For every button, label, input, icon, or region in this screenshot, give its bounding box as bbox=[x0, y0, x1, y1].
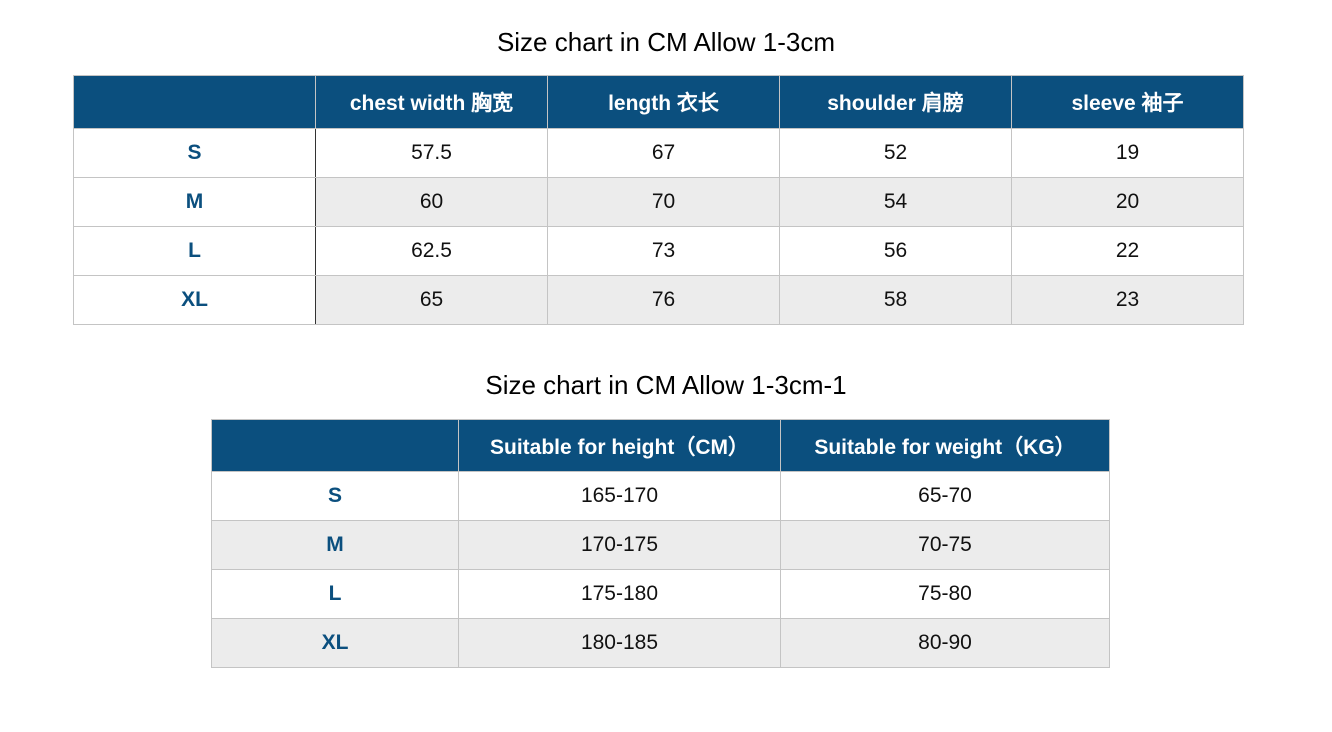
column-header: sleeve 袖子 bbox=[1011, 75, 1244, 129]
size-label: M bbox=[211, 520, 459, 570]
fit-chart-table: Suitable for height（CM） Suitable for weig… bbox=[211, 419, 1110, 668]
size-label: XL bbox=[211, 618, 459, 668]
column-header: shoulder 肩膀 bbox=[779, 75, 1012, 129]
column-header: length 衣长 bbox=[547, 75, 780, 129]
table-row: M 170-175 70-75 bbox=[211, 520, 1110, 570]
table-cell: 67 bbox=[547, 128, 780, 178]
table-cell: 70 bbox=[547, 177, 780, 227]
table-cell: 175-180 bbox=[458, 569, 781, 619]
table-cell: 65-70 bbox=[780, 471, 1110, 521]
table2-title: Size chart in CM Allow 1-3cm-1 bbox=[485, 370, 847, 400]
column-header: Suitable for height（CM） bbox=[458, 419, 781, 472]
table-cell: 80-90 bbox=[780, 618, 1110, 668]
table-cell: 58 bbox=[779, 275, 1012, 325]
table-cell: 165-170 bbox=[458, 471, 781, 521]
size-label: L bbox=[211, 569, 459, 619]
table-cell: 180-185 bbox=[458, 618, 781, 668]
size-label: M bbox=[73, 177, 316, 227]
column-header: Suitable for weight（KG） bbox=[780, 419, 1110, 472]
table-row: XL 180-185 80-90 bbox=[211, 618, 1110, 668]
table-cell: 62.5 bbox=[315, 226, 548, 276]
column-header bbox=[211, 419, 459, 472]
size-chart-table: chest width 胸宽 length 衣长 shoulder 肩膀 sleeve… bbox=[73, 75, 1244, 325]
size-label: S bbox=[211, 471, 459, 521]
table-cell: 70-75 bbox=[780, 520, 1110, 570]
table-cell: 20 bbox=[1011, 177, 1244, 227]
table-cell: 76 bbox=[547, 275, 780, 325]
table-cell: 170-175 bbox=[458, 520, 781, 570]
table-row: L 175-180 75-80 bbox=[211, 569, 1110, 619]
table-row: S 57.5 67 52 19 bbox=[73, 128, 1244, 178]
table-cell: 60 bbox=[315, 177, 548, 227]
table-row: M 60 70 54 20 bbox=[73, 177, 1244, 227]
table-row: XL 65 76 58 23 bbox=[73, 275, 1244, 325]
table-cell: 23 bbox=[1011, 275, 1244, 325]
table-cell: 56 bbox=[779, 226, 1012, 276]
table-cell: 54 bbox=[779, 177, 1012, 227]
column-header bbox=[73, 75, 316, 129]
table-row: L 62.5 73 56 22 bbox=[73, 226, 1244, 276]
table-cell: 57.5 bbox=[315, 128, 548, 178]
table-cell: 75-80 bbox=[780, 569, 1110, 619]
table-row: S 165-170 65-70 bbox=[211, 471, 1110, 521]
column-header: chest width 胸宽 bbox=[315, 75, 548, 129]
size-label: XL bbox=[73, 275, 316, 325]
size-label: S bbox=[73, 128, 316, 178]
table-cell: 65 bbox=[315, 275, 548, 325]
table-cell: 22 bbox=[1011, 226, 1244, 276]
table-cell: 73 bbox=[547, 226, 780, 276]
table-cell: 19 bbox=[1011, 128, 1244, 178]
size-label: L bbox=[73, 226, 316, 276]
table-cell: 52 bbox=[779, 128, 1012, 178]
table1-title: Size chart in CM Allow 1-3cm bbox=[496, 27, 836, 57]
